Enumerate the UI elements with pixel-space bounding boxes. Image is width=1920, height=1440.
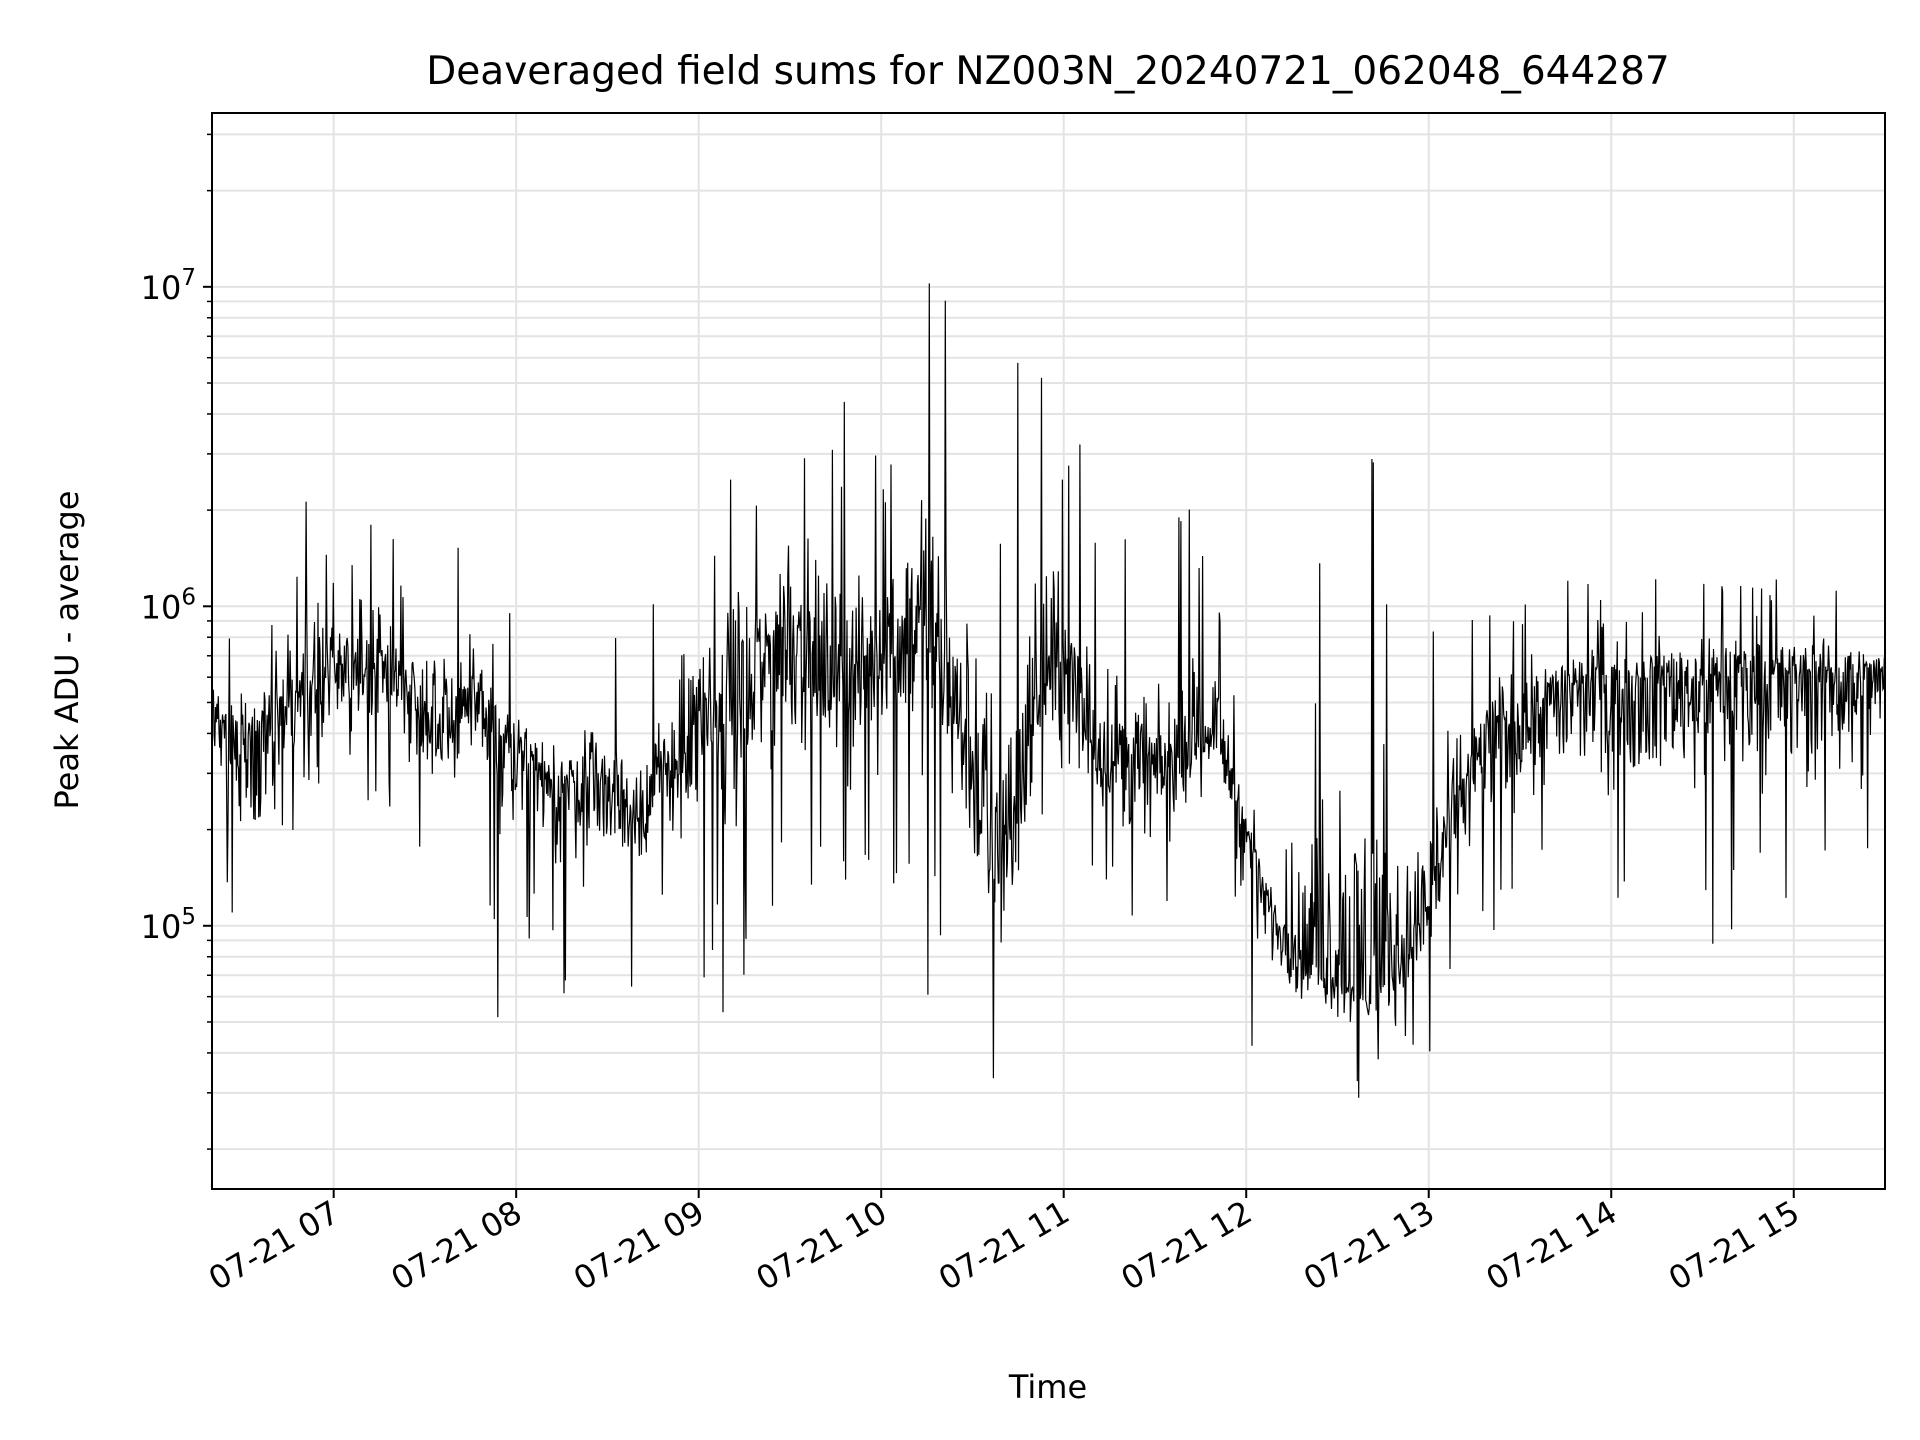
- y-tick-label: 107: [141, 265, 196, 307]
- y-tick-label: 105: [141, 904, 196, 946]
- chart-title: Deaveraged field sums for NZ003N_2024072…: [426, 49, 1669, 94]
- y-ticks: 105 106 107: [141, 133, 212, 1150]
- grid: [212, 113, 1885, 1189]
- plot-line: [211, 283, 1886, 1098]
- x-axis-label: Time: [1008, 1368, 1087, 1406]
- y-tick-label: 106: [141, 584, 196, 626]
- y-axis-label: Peak ADU - average: [48, 491, 86, 810]
- data-series-line: [211, 283, 1886, 1098]
- axes-frame: [211, 112, 1886, 1190]
